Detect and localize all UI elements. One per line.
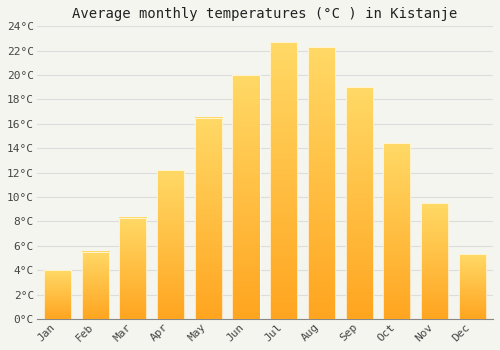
Title: Average monthly temperatures (°C ) in Kistanje: Average monthly temperatures (°C ) in Ki… bbox=[72, 7, 458, 21]
